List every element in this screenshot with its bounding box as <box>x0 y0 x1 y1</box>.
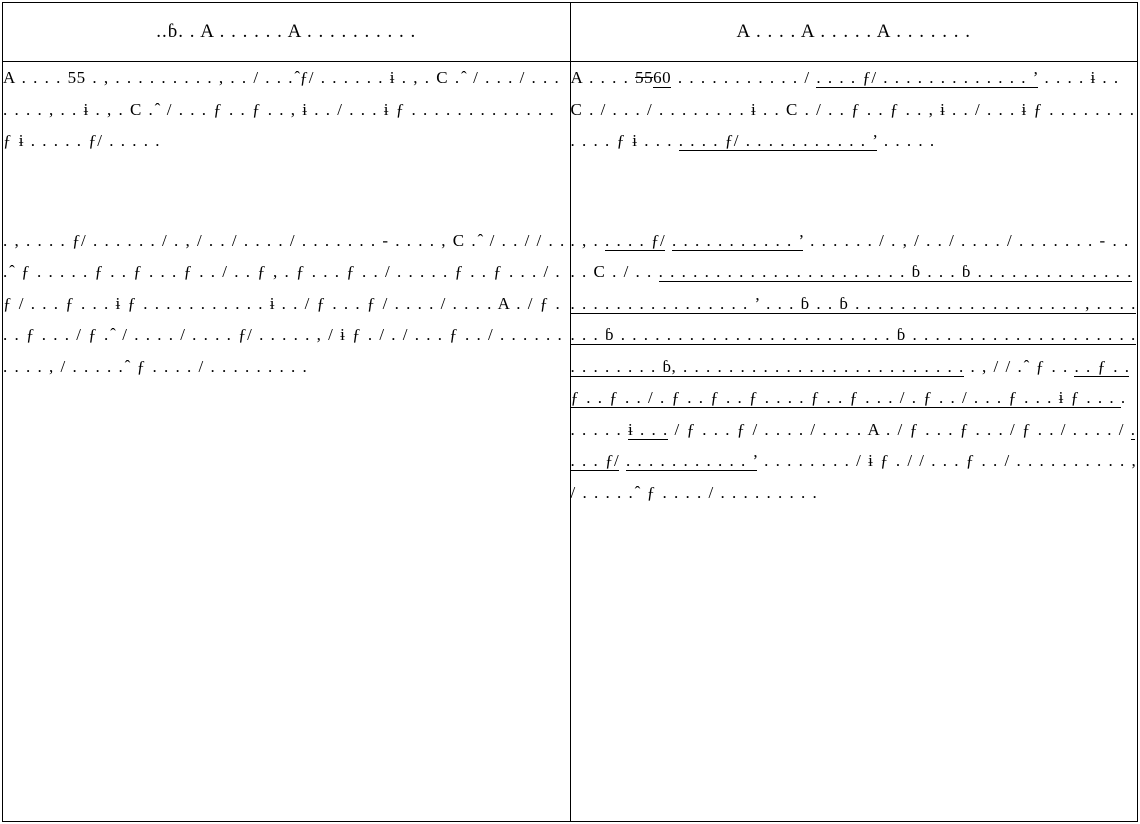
text-run: / ƒ . . . ƒ / . . . . / . . . . A . / ƒ … <box>667 419 1131 439</box>
text-run: . , / / . ̂ ƒ . . <box>963 356 1075 376</box>
text-run: . . . . . . . . / ɨ ƒ . / / . . . ƒ . . … <box>570 451 1137 502</box>
right-paragraph-2: . , . . . . . ƒ/ . . . . . . . . . . . ’… <box>570 225 1138 509</box>
inserted-text: . . ƒ . . ƒ . . ƒ . . / . ƒ . . ƒ . . ƒ … <box>570 356 1130 408</box>
inserted-text: . . . . ƒ/ . . . . . . . . . . . ’ <box>678 131 878 151</box>
left-column-header: ..ɓ. . A . . . . . . A . . . . . . . . .… <box>2 2 571 62</box>
inserted-text: ɨ . . . <box>628 419 668 440</box>
text-run: . . . . ɨ . . C . / . . . / . . . . . . … <box>570 68 1135 150</box>
text-run: . . . . . . . . . . . / <box>671 68 817 87</box>
right-paragraph-1: A . . . . 5560 . . . . . . . . . . . / .… <box>571 62 1138 157</box>
left-column-body: A . . . . 55 . , . . . . . . . . . , . .… <box>2 61 571 822</box>
text-run: A . . . . <box>570 68 636 87</box>
left-paragraph-1: A . . . . 55 . , . . . . . . . . . , . .… <box>3 68 560 150</box>
right-column-body: A . . . . 5560 . . . . . . . . . . . / .… <box>569 61 1138 822</box>
inserted-text: . . . . . . . . . . . ’ <box>671 230 804 251</box>
inserted-text: . . . . ƒ/ <box>570 419 1136 471</box>
left-header-text: ..ɓ. . A . . . . . . A . . . . . . . . .… <box>156 21 417 42</box>
inserted-text: . . . . . . . . . . . . . . . . . . . . … <box>570 262 1136 377</box>
inserted-text: 60 <box>653 68 672 88</box>
deleted-text: 55 <box>635 68 654 87</box>
text-run: . . . . . . / . , / . . / . . . . / . . … <box>570 230 1129 282</box>
right-header-text: A . . . . A . . . . . A . . . . . . . <box>736 21 971 42</box>
left-paragraph-2: . , . . . . ƒ/ . . . . . . / . , / . . /… <box>3 230 565 376</box>
text-run: . . . . . <box>877 131 935 150</box>
inserted-text: . . . . ƒ/ <box>605 230 666 251</box>
text-run: . . . . . . <box>570 388 1126 439</box>
text-run: . , . <box>570 230 605 250</box>
inserted-text: . . . . . . . . . . . ’ <box>625 451 758 471</box>
text-run <box>619 451 626 470</box>
text-run <box>665 231 672 250</box>
inserted-text: . . . . ƒ/ . . . . . . . . . . . . . ’ <box>816 68 1038 88</box>
right-column-header: A . . . . A . . . . . A . . . . . . . <box>569 2 1138 62</box>
